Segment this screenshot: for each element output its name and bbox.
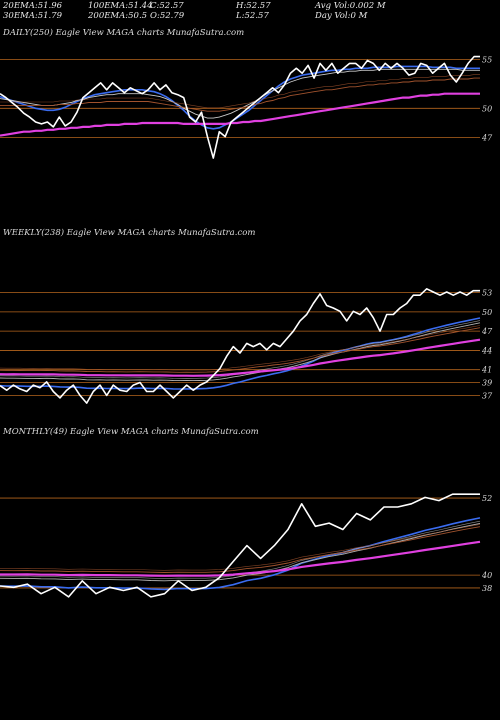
monthly-ema-line-2 bbox=[0, 526, 481, 573]
monthly-tick-label-52: 52 bbox=[482, 494, 492, 503]
header-row-2-col5: Day Vol:0 M bbox=[315, 11, 367, 21]
ema200-label: 200EMA: bbox=[88, 11, 129, 21]
open-value: 52.79 bbox=[159, 11, 185, 21]
weekly-tick-label-37: 37 bbox=[482, 391, 493, 400]
daily-ema-line-3 bbox=[0, 92, 480, 137]
weekly-ema-strand-2 bbox=[0, 325, 481, 371]
monthly-tick-label-40: 40 bbox=[481, 571, 492, 580]
day-vol-value: 0 M bbox=[350, 11, 368, 21]
ema100-label: 100EMA: bbox=[88, 1, 129, 11]
header-row-1-col3: C:52.57 bbox=[150, 1, 184, 11]
weekly-tick-label-47: 47 bbox=[481, 327, 493, 336]
monthly-ema-strand-2 bbox=[0, 524, 481, 571]
header-row-1-col4: H:52.57 bbox=[236, 1, 271, 11]
avg-vol-value: 0.002 M bbox=[349, 1, 386, 11]
low-label: L: bbox=[236, 11, 245, 21]
header-row-2-col4: L:52.57 bbox=[236, 11, 269, 21]
daily-price-line bbox=[0, 55, 480, 159]
daily-ema-line-1 bbox=[0, 68, 480, 119]
ema30-label: 30EMA: bbox=[3, 11, 38, 21]
monthly-panel-title: MONTHLY(49) Eagle View MAGA charts Munaf… bbox=[3, 427, 259, 437]
avg-vol-label: Avg Vol: bbox=[315, 1, 350, 11]
daily-tick-label-47: 47 bbox=[481, 134, 493, 143]
weekly-ema-line-2 bbox=[0, 327, 481, 373]
header-row-2: 30EMA:51.79 bbox=[3, 11, 62, 21]
daily-tick-label-55: 55 bbox=[482, 56, 492, 65]
ema20-label: 20EMA: bbox=[3, 1, 38, 11]
weekly-tick-label-44: 44 bbox=[481, 346, 492, 355]
high-value: 52.57 bbox=[246, 1, 271, 11]
header-row-1: 20EMA:51.96 bbox=[3, 1, 62, 11]
ema30-value: 51.79 bbox=[37, 11, 63, 21]
header-row-1-col5: Avg Vol:0.002 M bbox=[315, 1, 386, 11]
monthly-tick-label-38: 38 bbox=[482, 584, 492, 593]
header-row-1-col2: 100EMA:51.44 bbox=[88, 1, 152, 11]
header-row-2-col2: 200EMA:50.5 bbox=[88, 11, 147, 21]
weekly-tick-label-41: 41 bbox=[481, 366, 492, 375]
weekly-ema-line-1 bbox=[0, 322, 481, 382]
close-label: C: bbox=[150, 1, 160, 11]
weekly-tick-label-53: 53 bbox=[482, 289, 492, 298]
daily-panel-title: DAILY(250) Eagle View MAGA charts Munafa… bbox=[3, 28, 245, 38]
monthly-ema-line-3 bbox=[0, 540, 481, 577]
weekly-tick-label-50: 50 bbox=[482, 308, 492, 317]
ema20-value: 51.96 bbox=[37, 1, 63, 11]
day-vol-label: Day Vol: bbox=[315, 11, 351, 21]
monthly-ema-line-0 bbox=[0, 517, 481, 591]
ema100-value: 51.44 bbox=[128, 1, 153, 11]
weekly-price-line bbox=[0, 287, 480, 404]
open-label: O: bbox=[150, 11, 160, 21]
ema200-value: 50.5 bbox=[128, 11, 148, 21]
daily-ema-line-2 bbox=[0, 77, 480, 112]
weekly-tick-label-39: 39 bbox=[482, 379, 492, 388]
header-row-2-col3: O:52.79 bbox=[150, 11, 184, 21]
monthly-ema-line-1 bbox=[0, 522, 481, 582]
monthly-price-line bbox=[0, 493, 480, 598]
high-label: H: bbox=[236, 1, 247, 11]
close-value: 52.57 bbox=[159, 1, 184, 11]
weekly-panel-title: WEEKLY(238) Eagle View MAGA charts Munaf… bbox=[3, 228, 256, 238]
low-value: 52.57 bbox=[244, 11, 269, 21]
weekly-ema-line-3 bbox=[0, 338, 481, 377]
daily-ema-strand-2 bbox=[0, 74, 480, 109]
weekly-ema-line-0 bbox=[0, 317, 481, 390]
daily-tick-label-50: 50 bbox=[482, 104, 492, 113]
